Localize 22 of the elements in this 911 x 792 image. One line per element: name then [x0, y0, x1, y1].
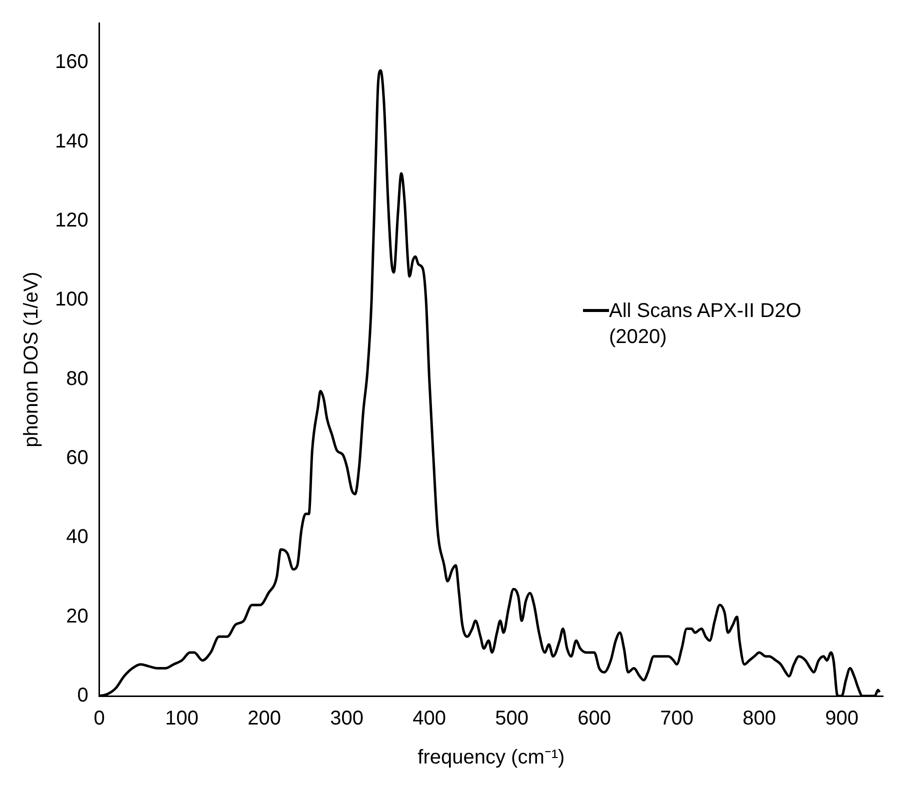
x-tick-label: 500 [495, 708, 528, 730]
x-tick-label: 600 [578, 708, 611, 730]
y-tick-label: 40 [66, 526, 88, 548]
x-tick-label: 0 [94, 708, 105, 730]
y-tick-label: 100 [54, 288, 88, 311]
y-tick-label: 160 [54, 51, 88, 74]
x-tick-label: 800 [742, 708, 776, 730]
x-tick-label: 700 [660, 708, 694, 730]
y-tick-label: 120 [54, 209, 88, 232]
x-tick-label: 900 [825, 708, 858, 730]
y-tick-label: 60 [66, 446, 88, 469]
legend-label: All Scans APX-II D2O (2020) [609, 299, 802, 350]
x-tick-label: 200 [248, 708, 282, 730]
x-tick-label: 300 [330, 708, 364, 730]
y-tick-label: 0 [77, 684, 88, 707]
x-tick-label: 400 [412, 708, 446, 730]
x-axis-title: frequency (cm⁻¹) [418, 746, 565, 769]
y-axis-title: phonon DOS (1/eV) [20, 272, 43, 448]
y-tick-label: 20 [66, 605, 88, 628]
x-tick-label: 100 [165, 708, 199, 730]
y-tick-label: 140 [54, 130, 88, 152]
y-tick-label: 80 [66, 368, 88, 390]
